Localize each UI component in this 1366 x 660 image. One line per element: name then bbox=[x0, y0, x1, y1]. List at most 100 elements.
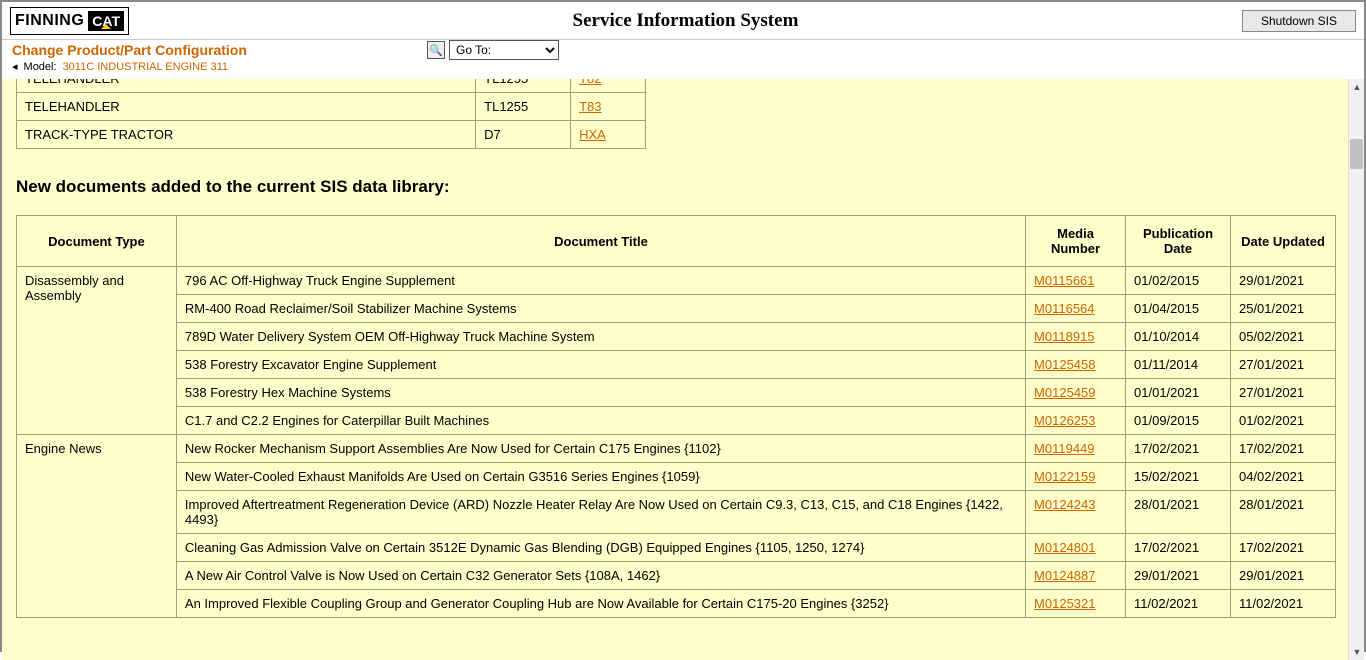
shutdown-button[interactable]: Shutdown SIS bbox=[1242, 10, 1356, 32]
goto-select[interactable]: Go To: bbox=[449, 40, 559, 60]
media-number-link[interactable]: M0118915 bbox=[1034, 329, 1094, 344]
doc-updated-date: 17/02/2021 bbox=[1230, 534, 1335, 562]
product-table: TELEHANDLERTL1255 T82 TELEHANDLERTL1255 T83… bbox=[16, 79, 646, 149]
doc-row: 538 Forestry Excavator Engine Supplement… bbox=[17, 351, 1336, 379]
content-area: TELEHANDLERTL1255 T82 TELEHANDLERTL1255 T83… bbox=[2, 79, 1350, 660]
product-model: TL1255 bbox=[476, 93, 571, 121]
doc-media-cell: M0125321 bbox=[1026, 590, 1126, 618]
doc-pub-date: 17/02/2021 bbox=[1126, 435, 1231, 463]
product-code-cell: T83 bbox=[571, 93, 646, 121]
doc-title-cell: An Improved Flexible Coupling Group and … bbox=[176, 590, 1025, 618]
doc-updated-date: 11/02/2021 bbox=[1230, 590, 1335, 618]
doc-updated-date: 01/02/2021 bbox=[1230, 407, 1335, 435]
doc-updated-date: 27/01/2021 bbox=[1230, 351, 1335, 379]
media-number-link[interactable]: M0125459 bbox=[1034, 385, 1095, 400]
doc-row: New Water-Cooled Exhaust Manifolds Are U… bbox=[17, 463, 1336, 491]
model-label: Model: bbox=[24, 61, 57, 73]
doc-media-cell: M0116564 bbox=[1026, 295, 1126, 323]
doc-row: RM-400 Road Reclaimer/Soil Stabilizer Ma… bbox=[17, 295, 1336, 323]
doc-row: A New Air Control Valve is Now Used on C… bbox=[17, 562, 1336, 590]
doc-title-cell: 538 Forestry Hex Machine Systems bbox=[176, 379, 1025, 407]
doc-pub-date: 28/01/2021 bbox=[1126, 491, 1231, 534]
product-code-link[interactable]: HXA bbox=[579, 127, 606, 142]
doc-title-cell: Cleaning Gas Admission Valve on Certain … bbox=[176, 534, 1025, 562]
subheader: Change Product/Part Configuration ◂ Mode… bbox=[2, 40, 1364, 79]
doc-row: Improved Aftertreatment Regeneration Dev… bbox=[17, 491, 1336, 534]
logo[interactable]: FINNING CAT bbox=[10, 7, 129, 35]
product-row: TELEHANDLERTL1255T82 bbox=[17, 79, 646, 93]
doc-updated-date: 05/02/2021 bbox=[1230, 323, 1335, 351]
goto-wrap: 🔍 Go To: bbox=[427, 40, 559, 60]
logo-cat-text: CAT bbox=[88, 11, 124, 31]
media-number-link[interactable]: M0126253 bbox=[1034, 413, 1095, 428]
col-pub-date: Publication Date bbox=[1126, 216, 1231, 267]
doc-updated-date: 28/01/2021 bbox=[1230, 491, 1335, 534]
product-model: TL1255 bbox=[476, 79, 571, 93]
col-media-number: Media Number bbox=[1026, 216, 1126, 267]
doc-pub-date: 01/10/2014 bbox=[1126, 323, 1231, 351]
header-bar: FINNING CAT Service Information System S… bbox=[2, 2, 1364, 40]
doc-media-cell: M0124243 bbox=[1026, 491, 1126, 534]
doc-header-row: Document Type Document Title Media Numbe… bbox=[17, 216, 1336, 267]
media-number-link[interactable]: M0124801 bbox=[1034, 540, 1095, 555]
col-date-updated: Date Updated bbox=[1230, 216, 1335, 267]
scroll-up-icon[interactable]: ▲ bbox=[1349, 79, 1365, 95]
media-number-link[interactable]: M0125321 bbox=[1034, 596, 1095, 611]
col-doc-title: Document Title bbox=[176, 216, 1025, 267]
doc-row: 789D Water Delivery System OEM Off-Highw… bbox=[17, 323, 1336, 351]
doc-media-cell: M0124801 bbox=[1026, 534, 1126, 562]
doc-pub-date: 29/01/2021 bbox=[1126, 562, 1231, 590]
content-wrap: TELEHANDLERTL1255 T82 TELEHANDLERTL1255 T83… bbox=[2, 79, 1364, 660]
doc-title-cell: RM-400 Road Reclaimer/Soil Stabilizer Ma… bbox=[176, 295, 1025, 323]
doc-pub-date: 15/02/2021 bbox=[1126, 463, 1231, 491]
doc-media-cell: M0119449 bbox=[1026, 435, 1126, 463]
product-code-cell: HXA bbox=[571, 121, 646, 149]
media-number-link[interactable]: M0124887 bbox=[1034, 568, 1095, 583]
doc-media-cell: M0115661 bbox=[1026, 267, 1126, 295]
doc-title-cell: A New Air Control Valve is Now Used on C… bbox=[176, 562, 1025, 590]
col-doc-type: Document Type bbox=[17, 216, 177, 267]
doc-pub-date: 01/11/2014 bbox=[1126, 351, 1231, 379]
doc-pub-date: 01/09/2015 bbox=[1126, 407, 1231, 435]
model-value-link[interactable]: 3011C INDUSTRIAL ENGINE 311 bbox=[63, 61, 228, 73]
media-number-link[interactable]: M0122159 bbox=[1034, 469, 1095, 484]
product-code-link[interactable]: T82 bbox=[579, 79, 601, 86]
doc-pub-date: 17/02/2021 bbox=[1126, 534, 1231, 562]
scrollbar-track[interactable]: ▲ ▼ bbox=[1348, 79, 1364, 660]
doc-row: 538 Forestry Hex Machine Systems M0125459… bbox=[17, 379, 1336, 407]
doc-updated-date: 29/01/2021 bbox=[1230, 562, 1335, 590]
change-config-link[interactable]: Change Product/Part Configuration bbox=[12, 42, 247, 58]
goto-icon[interactable]: 🔍 bbox=[427, 41, 445, 59]
doc-title-cell: 789D Water Delivery System OEM Off-Highw… bbox=[176, 323, 1025, 351]
media-number-link[interactable]: M0125458 bbox=[1034, 357, 1095, 372]
doc-title-cell: C1.7 and C2.2 Engines for Caterpillar Bu… bbox=[176, 407, 1025, 435]
media-number-link[interactable]: M0119449 bbox=[1034, 441, 1094, 456]
doc-row: Engine NewsNew Rocker Mechanism Support … bbox=[17, 435, 1336, 463]
doc-title-cell: 538 Forestry Excavator Engine Supplement bbox=[176, 351, 1025, 379]
doc-row: Disassembly and Assembly796 AC Off-Highw… bbox=[17, 267, 1336, 295]
doc-media-cell: M0118915 bbox=[1026, 323, 1126, 351]
product-name: TRACK-TYPE TRACTOR bbox=[17, 121, 476, 149]
doc-media-cell: M0125458 bbox=[1026, 351, 1126, 379]
doc-type-cell: Engine News bbox=[17, 435, 177, 618]
doc-title-cell: New Water-Cooled Exhaust Manifolds Are U… bbox=[176, 463, 1025, 491]
product-name: TELEHANDLER bbox=[17, 93, 476, 121]
scrollbar-thumb[interactable] bbox=[1350, 139, 1363, 169]
doc-media-cell: M0122159 bbox=[1026, 463, 1126, 491]
media-number-link[interactable]: M0115661 bbox=[1034, 273, 1094, 288]
doc-pub-date: 11/02/2021 bbox=[1126, 590, 1231, 618]
doc-title-cell: Improved Aftertreatment Regeneration Dev… bbox=[176, 491, 1025, 534]
product-row: TELEHANDLERTL1255 T83 bbox=[17, 93, 646, 121]
doc-updated-date: 29/01/2021 bbox=[1230, 267, 1335, 295]
doc-row: Cleaning Gas Admission Valve on Certain … bbox=[17, 534, 1336, 562]
scroll-down-icon[interactable]: ▼ bbox=[1349, 644, 1365, 660]
product-code-link[interactable]: T83 bbox=[579, 99, 601, 114]
section-heading: New documents added to the current SIS d… bbox=[16, 177, 1336, 197]
media-number-link[interactable]: M0116564 bbox=[1034, 301, 1094, 316]
media-number-link[interactable]: M0124243 bbox=[1034, 497, 1095, 512]
doc-title-cell: 796 AC Off-Highway Truck Engine Suppleme… bbox=[176, 267, 1025, 295]
caret-left-icon[interactable]: ◂ bbox=[12, 60, 18, 73]
doc-updated-date: 17/02/2021 bbox=[1230, 435, 1335, 463]
doc-media-cell: M0126253 bbox=[1026, 407, 1126, 435]
doc-media-cell: M0124887 bbox=[1026, 562, 1126, 590]
